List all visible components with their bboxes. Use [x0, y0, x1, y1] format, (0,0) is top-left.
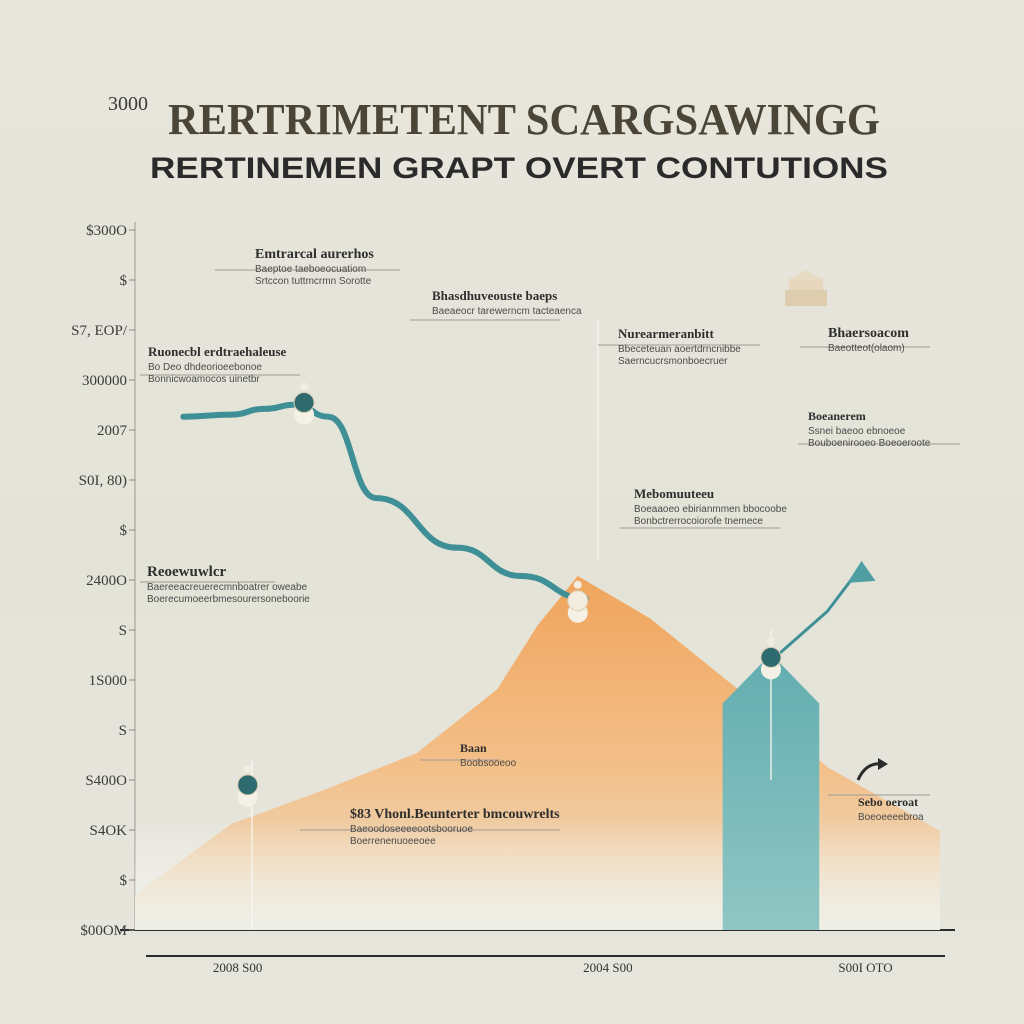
- y-tick-label: S0I, 80): [79, 473, 127, 489]
- y-tick-label: 300000: [82, 373, 127, 389]
- chart-title: RERTRIMETENT SCARGSAWINGG: [168, 95, 880, 144]
- series-arrow-line: [778, 568, 861, 656]
- small-arrow-head: [878, 758, 888, 770]
- series-layer: [135, 320, 940, 930]
- x-axis-ticks: 2008 S00 2004 S00 S00I OTO: [213, 960, 893, 975]
- annotation-line: Bouboenirooeo Boeoeroote: [808, 438, 931, 449]
- annotation-title: Ruonecbl erdtraehaleuse: [148, 344, 287, 359]
- annotation-line: Boerecumoeerbmesourersoneboorie: [147, 594, 310, 605]
- building-icon: [785, 270, 827, 306]
- annotation-title: Reoewuwlcr: [147, 564, 226, 580]
- annotation-layer: Emtrarcal aurerhos Baeptoe taeboeocuatiom…: [140, 247, 960, 847]
- y-tick-label: $: [120, 273, 128, 289]
- y-tick-label: $300O: [86, 223, 127, 239]
- annotation-line: Ssnei baeoo ebnoeoe: [808, 426, 906, 437]
- annotation-line: Baeaeocr tarewerncm tacteaenca: [432, 306, 582, 317]
- annotation-line: Baereeacreuerecmnboatrer oweabe: [147, 582, 308, 593]
- marker-head: [300, 382, 309, 391]
- annotation-line: Baeotteot(olaom): [828, 343, 905, 354]
- annotation-line: Srtccon tuttmcrmn Sorotte: [255, 276, 372, 287]
- annotation-title: Baan: [460, 741, 487, 755]
- annotation-line: Boeaaoeo ebirianmmen bbocoobe: [634, 504, 787, 515]
- y-tick-label: S4OK: [89, 823, 127, 839]
- marker-head: [766, 637, 775, 646]
- annotation-title: Boeanerem: [808, 409, 866, 423]
- annotation-line: Bonnicwoamocos uinetbr: [148, 374, 260, 385]
- annotation-line: Boobsooeoo: [460, 758, 517, 769]
- annotation-title: Mebomuuteeu: [634, 486, 714, 501]
- y-tick-label: 1S000: [89, 673, 127, 689]
- x-tick-label: 2008 S00: [213, 960, 262, 975]
- annotation-line: Boeoeeeebroa: [858, 812, 924, 823]
- marker-dot: [237, 774, 259, 796]
- y-tick-label: $00OM: [80, 923, 127, 939]
- annotation-line: Baeoodoseeeeootsbooruoe: [350, 824, 473, 835]
- chart-title-prefix: 3000: [108, 93, 148, 115]
- y-tick-label: S7, ЕΟΡ/: [71, 323, 128, 339]
- y-tick-label: S: [119, 623, 127, 639]
- series-line-teal: [180, 401, 589, 602]
- y-tick-label: $: [120, 873, 128, 889]
- arrow-head: [847, 560, 876, 583]
- x-tick-label: S00I OTO: [838, 960, 892, 975]
- annotation-line: Bo Deo dhdeorioeebonoe: [148, 362, 262, 373]
- annotation-line: Baeptoe taeboeocuatiom: [255, 264, 366, 275]
- annotation-title: $83 Vhonl.Beunterter bmcouwrelts: [350, 807, 560, 822]
- chart-subtitle: RERTINEMEN GRAPT OVERT CONTUTIONS: [150, 152, 888, 185]
- annotation-title: Sebo oeroat: [858, 795, 918, 809]
- marker-layer: [237, 382, 782, 807]
- annotation-line: Bbeceteuan aoertdrncnibbe: [618, 344, 741, 355]
- y-tick-label: S: [119, 723, 127, 739]
- series-column-teal: [722, 653, 820, 930]
- annotation-line: Bonbctrerrocoiorofe tnemece: [634, 516, 763, 527]
- annotation-title: Nurearmeranbitt: [618, 326, 714, 341]
- marker-dot: [293, 392, 315, 414]
- annotation-title: Bhasdhuveouste baeps: [432, 288, 557, 303]
- marker-dot: [567, 590, 589, 612]
- y-tick-label: S400O: [85, 773, 127, 789]
- y-tick-label: 2007: [97, 423, 128, 439]
- annotation-title: Emtrarcal aurerhos: [255, 247, 374, 262]
- y-tick-label: 2400O: [86, 573, 127, 589]
- annotation-line: Saerncucrsmonboecruer: [618, 356, 728, 367]
- y-axis-ticks: $300O $ S7, ЕΟΡ/300000 2007 S0I, 80) $2400O S 1…: [71, 223, 135, 939]
- annotation-line: Boerrenenuoeeoee: [350, 836, 436, 847]
- x-tick-label: 2004 S00: [583, 960, 632, 975]
- annotation-title: Bhaersoacom: [828, 326, 909, 341]
- y-tick-label: $: [120, 523, 128, 539]
- marker-head: [573, 580, 582, 589]
- marker-dot: [760, 646, 782, 668]
- marker-head: [243, 764, 252, 773]
